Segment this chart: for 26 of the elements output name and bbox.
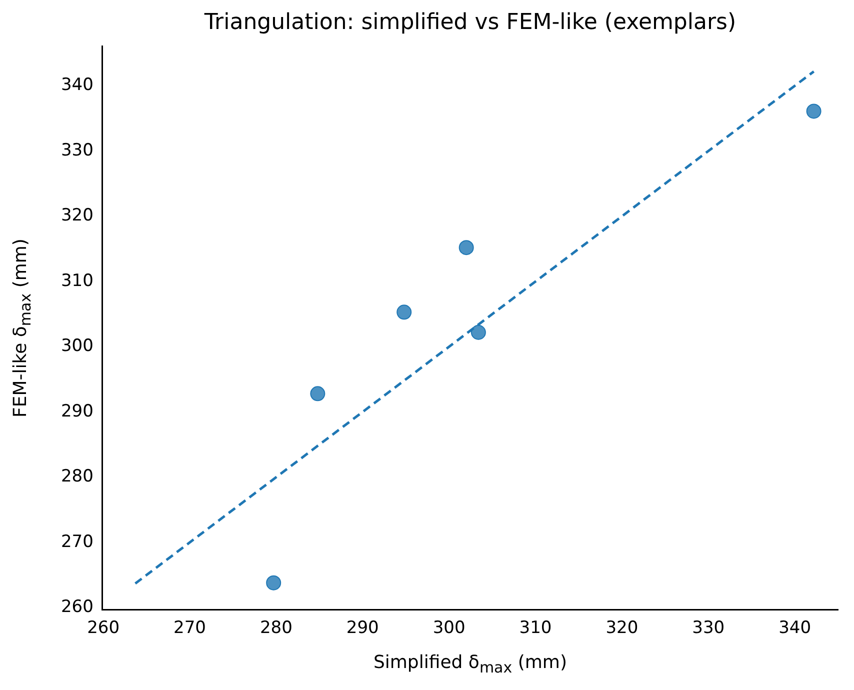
y-tick-label: 260 — [60, 597, 94, 618]
y-tick-label: 320 — [60, 206, 94, 226]
x-tick-label: 270 — [174, 618, 206, 638]
y-tick-label: 330 — [60, 140, 94, 160]
point — [310, 386, 326, 402]
x-tick-label: 310 — [519, 618, 552, 638]
chart-title: Triangulation: simplified vs FEM-like (exemplars) — [204, 10, 736, 36]
x-axis-title: Simplified δ$_{max}$ (mm) — [373, 652, 567, 677]
point — [396, 304, 412, 320]
y-tick-label: 300 — [60, 336, 94, 356]
y-tick-label: 290 — [60, 401, 94, 422]
point — [266, 575, 282, 590]
x-tick-label: 290 — [346, 618, 379, 638]
y-tick-label: 280 — [60, 466, 94, 487]
point — [470, 324, 486, 340]
x-tick-label: 300 — [432, 618, 466, 638]
x-tick-label: 260 — [87, 618, 120, 638]
x-tick-label: 320 — [606, 618, 638, 638]
x-tick-label: 340 — [778, 618, 812, 638]
x-tick-label: 280 — [260, 618, 292, 638]
point — [458, 240, 474, 256]
point — [806, 104, 822, 119]
y-tick-label: 270 — [60, 532, 94, 552]
x-tick-label: 330 — [692, 618, 725, 638]
y-tick-label: 310 — [60, 270, 94, 291]
y-tick-label: 340 — [60, 75, 94, 96]
